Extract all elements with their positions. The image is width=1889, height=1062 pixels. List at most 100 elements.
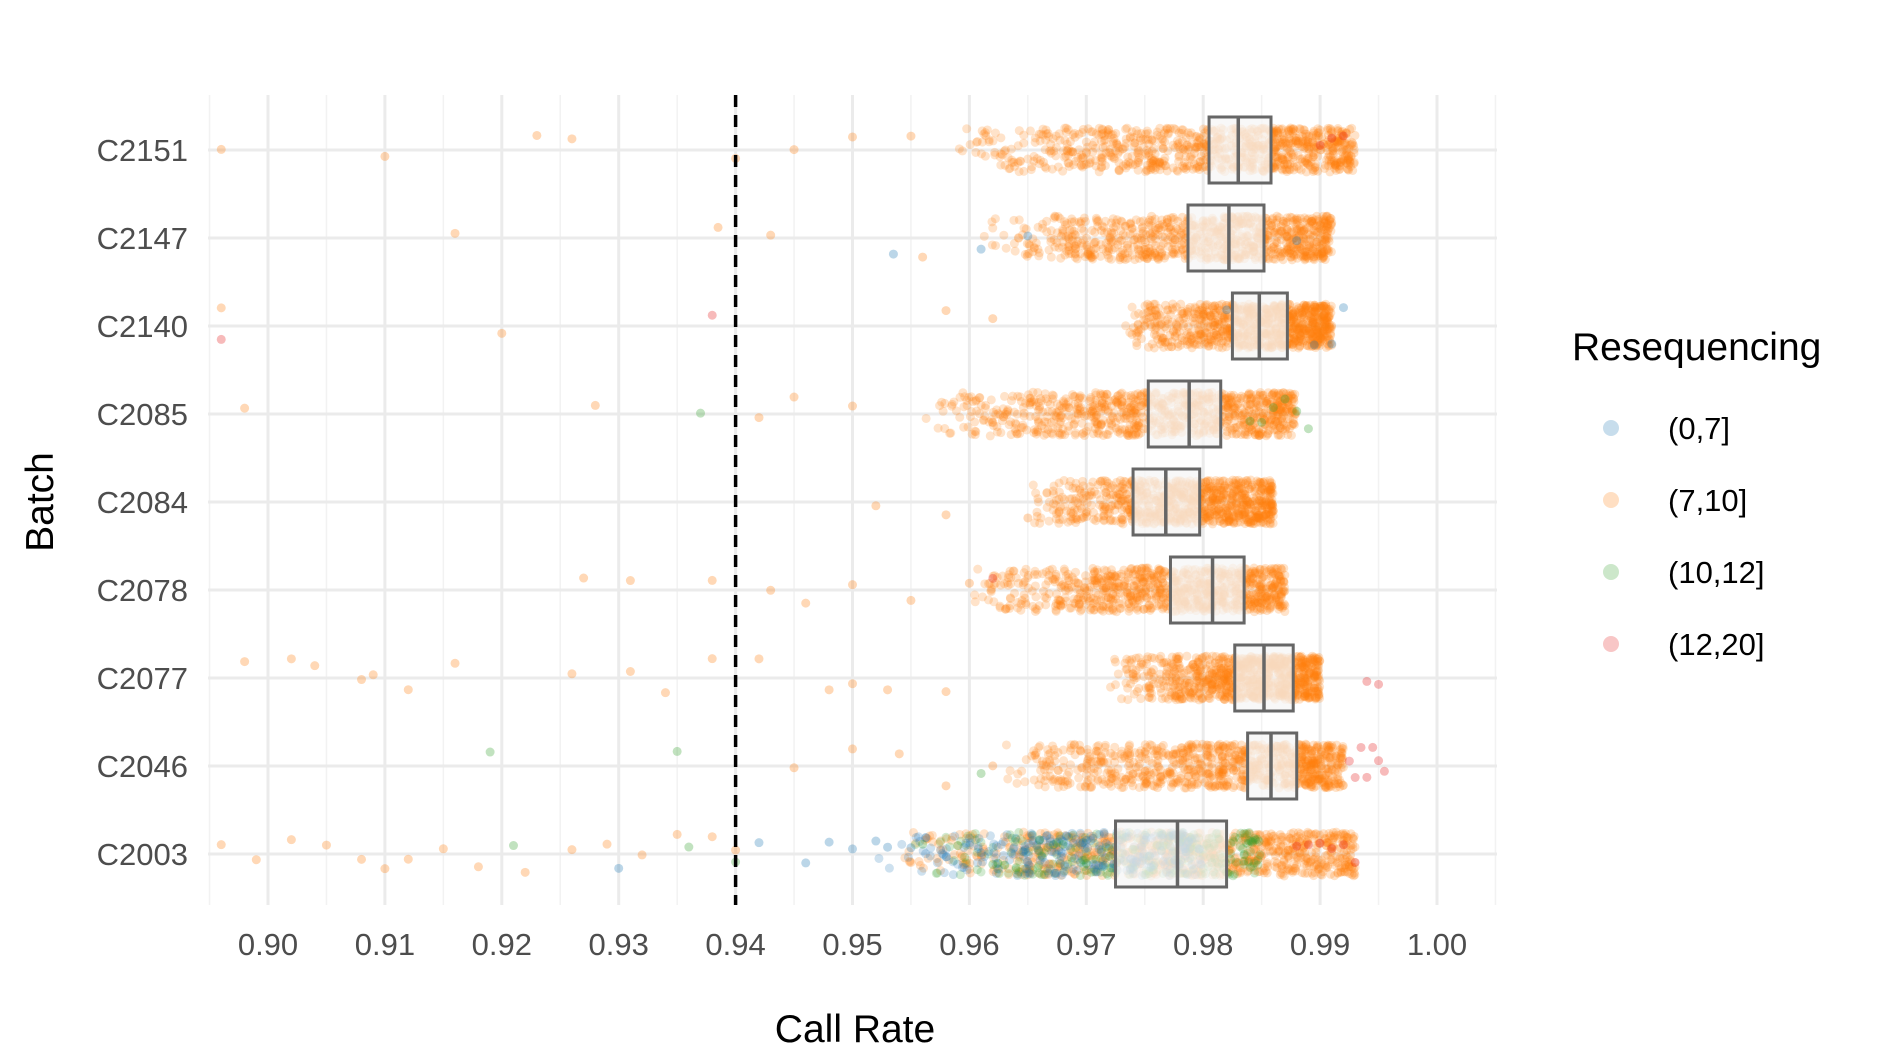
cluster-point — [1097, 221, 1107, 231]
cluster-point — [1001, 145, 1011, 155]
cluster-point — [1117, 144, 1127, 154]
cluster-point — [1029, 242, 1039, 252]
cluster-point — [1179, 229, 1189, 239]
cluster-point — [1294, 136, 1304, 146]
cluster-point — [1200, 161, 1210, 171]
cluster-point — [1103, 124, 1113, 134]
cluster-point — [1103, 128, 1113, 138]
cluster-point — [1130, 138, 1140, 148]
cluster-point — [1330, 160, 1340, 170]
cluster-point — [1138, 216, 1148, 226]
cluster-point — [1161, 125, 1171, 135]
cluster-point — [1320, 255, 1330, 265]
cluster-point — [1292, 249, 1302, 259]
cluster-point — [988, 136, 998, 146]
cluster-point — [1335, 161, 1345, 171]
cluster-point — [1218, 336, 1228, 346]
cluster-point — [1295, 225, 1305, 235]
cluster-point — [1102, 476, 1112, 486]
cluster-point — [979, 231, 989, 241]
cluster-point — [1308, 218, 1318, 228]
cluster-point — [1078, 152, 1088, 162]
cluster-point — [1281, 138, 1291, 148]
cluster-point — [1180, 163, 1190, 173]
cluster-point — [1323, 152, 1333, 162]
cluster-point — [1130, 310, 1140, 320]
cluster-point — [976, 149, 986, 159]
cluster-point — [1044, 497, 1054, 507]
cluster-point — [1272, 232, 1282, 242]
cluster-point — [1314, 128, 1324, 138]
cluster-point — [1276, 153, 1286, 163]
cluster-point — [1268, 243, 1278, 253]
cluster-point — [1170, 227, 1180, 237]
cluster-point — [955, 412, 965, 422]
cluster-point — [1304, 239, 1314, 249]
cluster-point — [1270, 144, 1280, 154]
cluster-point — [1310, 162, 1320, 172]
cluster-point — [1051, 514, 1061, 524]
cluster-point — [921, 413, 931, 423]
cluster-point — [1102, 247, 1112, 257]
cluster-point — [1346, 161, 1356, 171]
cluster-point — [1194, 162, 1204, 172]
cluster-point — [1024, 239, 1034, 249]
cluster-point — [1304, 149, 1314, 159]
cluster-point — [984, 137, 994, 147]
cluster-point — [1342, 133, 1352, 143]
cluster-point — [1192, 138, 1202, 148]
cluster-point — [1268, 254, 1278, 264]
cluster-point — [1154, 223, 1164, 233]
cluster-point — [1325, 123, 1335, 133]
cluster-point — [1131, 215, 1141, 225]
cluster-point — [1280, 247, 1290, 257]
cluster-point — [1141, 230, 1151, 240]
cluster-point — [1170, 235, 1180, 245]
cluster-point — [999, 230, 1009, 240]
cluster-point — [1121, 138, 1131, 148]
cluster-point — [1332, 137, 1342, 147]
cluster-point — [1272, 126, 1282, 136]
cluster-point — [1295, 124, 1305, 134]
cluster-point — [1272, 215, 1282, 225]
cluster-point — [1327, 132, 1337, 142]
cluster-point — [1278, 411, 1288, 421]
cluster-point — [1302, 158, 1312, 168]
cluster-point — [1134, 146, 1144, 156]
cluster-point — [1327, 142, 1337, 152]
cluster-point — [1168, 233, 1178, 243]
cluster-point — [1303, 137, 1313, 147]
cluster-point — [1091, 143, 1101, 153]
cluster-point — [1146, 163, 1156, 173]
cluster-point — [1043, 128, 1053, 138]
cluster-point — [1336, 155, 1346, 165]
cluster-point — [1283, 152, 1293, 162]
cluster-point — [1123, 248, 1133, 258]
cluster-point — [1344, 150, 1354, 160]
cluster-point — [1316, 145, 1326, 155]
cluster-point — [1086, 246, 1096, 256]
cluster-point — [1146, 250, 1156, 260]
cluster-point — [1133, 148, 1143, 158]
cluster-point — [1104, 246, 1114, 256]
cluster-point — [1195, 134, 1205, 144]
cluster-point — [1203, 476, 1213, 486]
cluster-point — [1121, 163, 1131, 173]
cluster-point — [1331, 158, 1341, 168]
cluster-point — [1177, 128, 1187, 138]
cluster-point — [1198, 132, 1208, 142]
cluster-point — [1147, 134, 1157, 144]
cluster-point — [1266, 218, 1276, 228]
cluster-point — [1295, 154, 1305, 164]
cluster-point — [1307, 219, 1317, 229]
cluster-point — [1131, 126, 1141, 136]
cluster-point — [1270, 143, 1280, 153]
cluster-point — [1053, 162, 1063, 172]
cluster-point — [1280, 229, 1290, 239]
cluster-point — [1273, 244, 1283, 254]
cluster-point — [1347, 123, 1357, 133]
cluster-point — [1278, 152, 1288, 162]
cluster-point — [1302, 223, 1312, 233]
cluster-point — [1295, 243, 1305, 253]
cluster-point — [1288, 150, 1298, 160]
